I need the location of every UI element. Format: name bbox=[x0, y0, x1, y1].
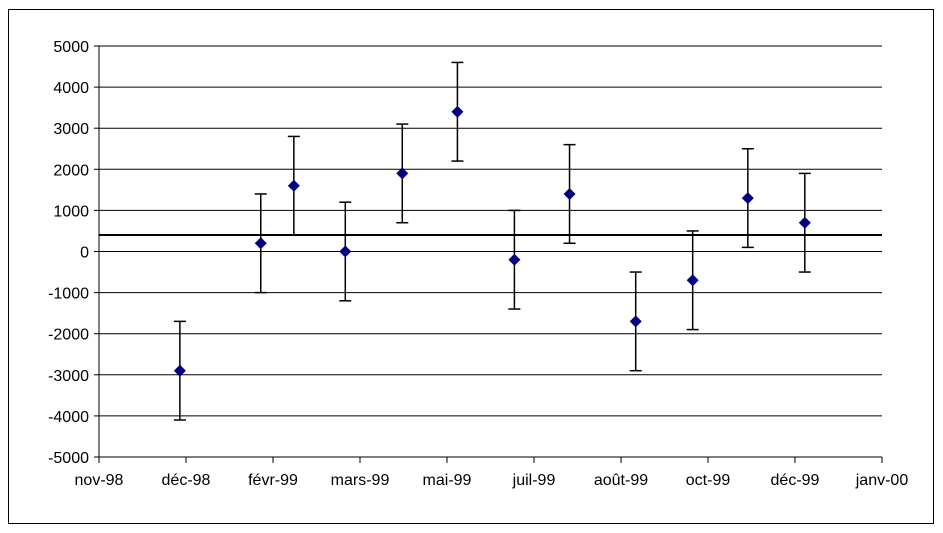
data-point bbox=[451, 105, 464, 118]
data-point bbox=[254, 237, 267, 250]
data-point bbox=[798, 216, 811, 229]
x-tick-label: févr-99 bbox=[248, 472, 298, 489]
data-point bbox=[339, 245, 352, 258]
x-tick-label: juil-99 bbox=[512, 472, 556, 489]
x-tick-label: mars-99 bbox=[331, 472, 390, 489]
y-tick-label: -4000 bbox=[48, 409, 89, 426]
y-tick-label: 4000 bbox=[53, 80, 89, 97]
data-point bbox=[563, 187, 576, 200]
data-point bbox=[396, 167, 409, 180]
y-tick-label: -5000 bbox=[48, 450, 89, 467]
data-point bbox=[629, 315, 642, 328]
x-tick-label: oct-99 bbox=[686, 472, 731, 489]
y-tick-label: -2000 bbox=[48, 327, 89, 344]
y-tick-label: 5000 bbox=[53, 39, 89, 56]
y-tick-label: -1000 bbox=[48, 286, 89, 303]
y-tick-label: 0 bbox=[80, 245, 89, 262]
chart-svg: 5000 4000 3000 2000 1000 0 -1000 -2000 -3000 -400… bbox=[48, 39, 909, 489]
data-point bbox=[508, 253, 521, 266]
data-point bbox=[173, 364, 186, 377]
data-point bbox=[686, 274, 699, 287]
y-tick-label: -3000 bbox=[48, 368, 89, 385]
y-tick-label: 1000 bbox=[53, 203, 89, 220]
x-tick-label: nov-98 bbox=[75, 472, 124, 489]
x-tick-label: août-99 bbox=[594, 472, 648, 489]
y-tick-label: 3000 bbox=[53, 121, 89, 138]
data-point bbox=[287, 179, 300, 192]
y-tick-label: 2000 bbox=[53, 162, 89, 179]
x-tick-label: janv-00 bbox=[855, 472, 909, 489]
data-point bbox=[741, 192, 754, 205]
x-tick-label: mai-99 bbox=[423, 472, 472, 489]
x-tick-label: déc-99 bbox=[771, 472, 820, 489]
chart-area: 5000 4000 3000 2000 1000 0 -1000 -2000 -3000 -400… bbox=[8, 9, 934, 524]
x-tick-label: déc-98 bbox=[162, 472, 211, 489]
